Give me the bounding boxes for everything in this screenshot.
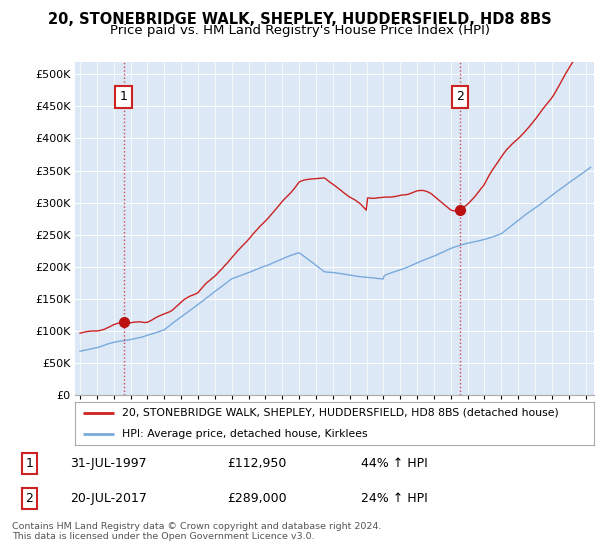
Text: 2: 2 [456,90,464,104]
Text: £112,950: £112,950 [227,457,287,470]
Text: 20, STONEBRIDGE WALK, SHEPLEY, HUDDERSFIELD, HD8 8BS: 20, STONEBRIDGE WALK, SHEPLEY, HUDDERSFI… [48,12,552,27]
Text: 20, STONEBRIDGE WALK, SHEPLEY, HUDDERSFIELD, HD8 8BS (detached house): 20, STONEBRIDGE WALK, SHEPLEY, HUDDERSFI… [122,408,559,418]
Text: Contains HM Land Registry data © Crown copyright and database right 2024.
This d: Contains HM Land Registry data © Crown c… [12,522,382,542]
Text: HPI: Average price, detached house, Kirklees: HPI: Average price, detached house, Kirk… [122,429,367,439]
Text: 31-JUL-1997: 31-JUL-1997 [70,457,147,470]
Text: 1: 1 [26,457,34,470]
Text: £289,000: £289,000 [227,492,287,505]
Text: 24% ↑ HPI: 24% ↑ HPI [361,492,428,505]
Text: 2: 2 [26,492,34,505]
Text: 1: 1 [119,90,127,104]
Text: 44% ↑ HPI: 44% ↑ HPI [361,457,428,470]
Text: Price paid vs. HM Land Registry's House Price Index (HPI): Price paid vs. HM Land Registry's House … [110,24,490,36]
Text: 20-JUL-2017: 20-JUL-2017 [70,492,147,505]
